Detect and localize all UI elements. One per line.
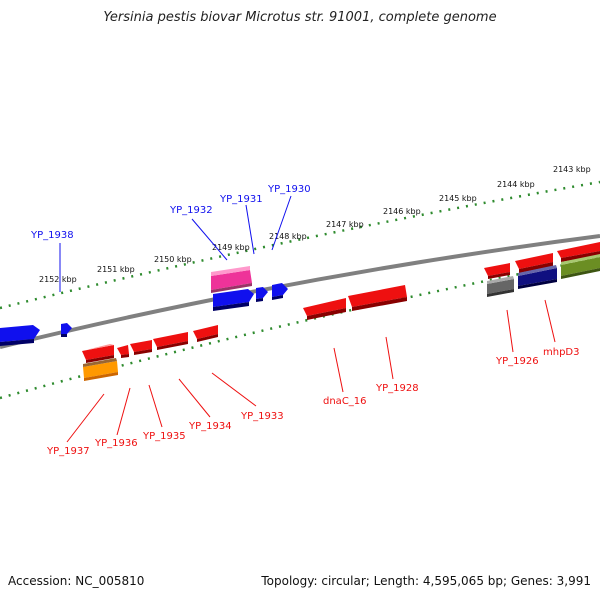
kbp-label: 2145 kbp — [439, 194, 477, 203]
gene-label: YP_1938 — [30, 230, 74, 241]
kbp-label: 2144 kbp — [497, 180, 535, 189]
kbp-label: 2146 kbp — [383, 207, 421, 216]
gene-arrow[interactable] — [303, 298, 346, 320]
gene-block-navy[interactable] — [518, 265, 557, 289]
gene-arrow[interactable] — [153, 332, 188, 350]
gene-label: YP_1930 — [267, 184, 311, 195]
gene-arrow[interactable] — [0, 325, 40, 346]
gene-arrow[interactable] — [213, 289, 254, 311]
genome-title: Yersinia pestis biovar Microtus str. 910… — [103, 10, 497, 25]
gene-label: YP_1935 — [142, 431, 186, 442]
gene-arrow[interactable] — [348, 285, 407, 311]
gene-arrow[interactable] — [193, 325, 218, 342]
gene-arrow[interactable] — [515, 253, 553, 273]
gene-label: YP_1936 — [94, 438, 138, 449]
gene-block-pink[interactable] — [211, 266, 252, 293]
kbp-label: 2147 kbp — [326, 220, 364, 229]
gene-block-olive[interactable] — [561, 254, 600, 279]
gene-label: dnaC_16 — [323, 396, 367, 407]
gene-blocks — [0, 242, 600, 381]
gene-arrow[interactable] — [484, 263, 510, 279]
gene-arrow[interactable] — [61, 323, 72, 337]
kbp-label: 2152 kbp — [39, 275, 77, 284]
gene-label: YP_1928 — [375, 383, 419, 394]
gene-label: mhpD3 — [543, 347, 580, 358]
kbp-label: 2143 kbp — [553, 165, 591, 174]
gene-label: YP_1934 — [188, 421, 232, 432]
gene-label: YP_1926 — [495, 356, 539, 367]
gene-arrow[interactable] — [117, 345, 129, 358]
forward-gene-labels: YP_1938 YP_1932 YP_1931 YP_1930 — [30, 184, 311, 292]
gene-arrow[interactable] — [130, 340, 152, 355]
reverse-gene-labels: YP_1937 YP_1936 YP_1935 YP_1934 YP_1933 … — [46, 299, 580, 457]
gene-label: YP_1932 — [169, 205, 213, 216]
kbp-labels: 2143 kbp 2144 kbp 2145 kbp 2146 kbp 2147… — [39, 165, 591, 284]
gene-arrow[interactable] — [557, 242, 600, 262]
accession-text: Accession: NC_005810 — [8, 574, 145, 588]
gene-label: YP_1931 — [219, 194, 263, 205]
gene-arrow[interactable] — [82, 344, 114, 363]
gene-arrow[interactable] — [256, 287, 268, 302]
gene-label: YP_1937 — [46, 446, 90, 457]
gene-block-gray[interactable] — [487, 276, 514, 297]
kbp-label: 2151 kbp — [97, 265, 135, 274]
kbp-label: 2149 kbp — [212, 243, 250, 252]
gene-block-orange[interactable] — [83, 358, 118, 381]
gene-label: YP_1933 — [240, 411, 284, 422]
kbp-label: 2148 kbp — [269, 232, 307, 241]
kbp-label: 2150 kbp — [154, 255, 192, 264]
gene-arrow[interactable] — [272, 283, 288, 300]
genome-backbone — [0, 234, 600, 349]
genome-info-text: Topology: circular; Length: 4,595,065 bp… — [261, 574, 591, 588]
